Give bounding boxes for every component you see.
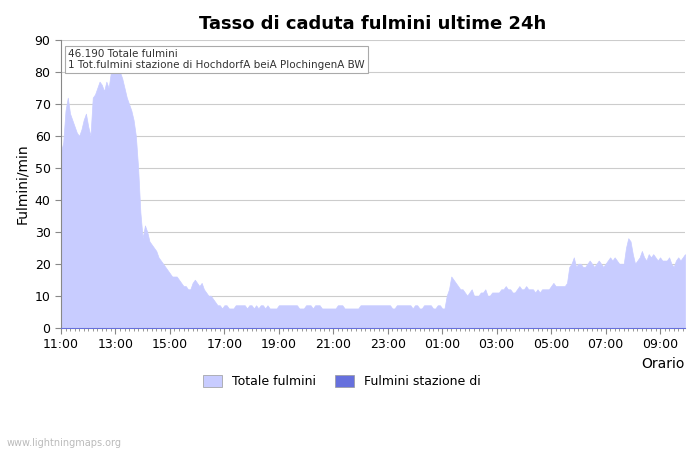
Text: 46.190 Totale fulmini
1 Tot.fulmini stazione di HochdorfA beiA PlochingenA BW: 46.190 Totale fulmini 1 Tot.fulmini staz… xyxy=(69,49,365,70)
X-axis label: Orario: Orario xyxy=(642,356,685,371)
Title: Tasso di caduta fulmini ultime 24h: Tasso di caduta fulmini ultime 24h xyxy=(199,15,547,33)
Y-axis label: Fulmini/min: Fulmini/min xyxy=(15,144,29,224)
Legend: Totale fulmini, Fulmini stazione di: Totale fulmini, Fulmini stazione di xyxy=(198,370,485,393)
Text: www.lightningmaps.org: www.lightningmaps.org xyxy=(7,438,122,448)
